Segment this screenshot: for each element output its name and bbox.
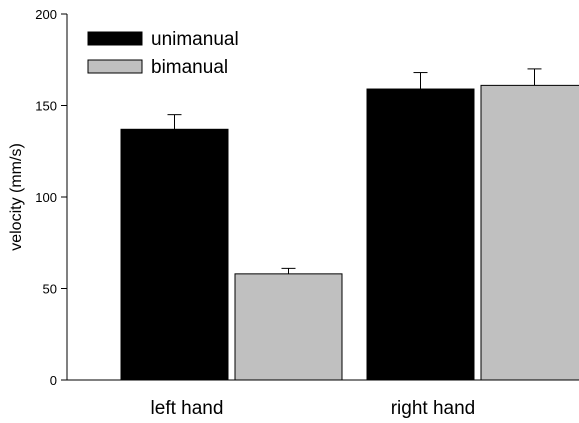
x-category-label-left-hand: left hand <box>151 398 224 419</box>
x-category-label-right-hand: right hand <box>391 398 476 419</box>
bar-unimanual-left-hand <box>120 128 229 381</box>
legend-label-unimanual: unimanual <box>151 29 239 50</box>
legend-label-bimanual: bimanual <box>151 57 228 78</box>
y-tick-label-0: 0 <box>50 373 57 388</box>
bar-bimanual-left-hand <box>234 273 343 381</box>
y-tick-label-50: 50 <box>43 282 57 297</box>
legend-swatch-unimanual <box>87 31 143 46</box>
legend-swatch-bimanual <box>87 59 143 74</box>
axes-layer: 0 50 100 150 200 left hand right hand <box>35 7 569 419</box>
y-tick-label-100: 100 <box>35 190 57 205</box>
bars-layer <box>120 84 579 381</box>
bar-bimanual-right-hand <box>480 84 579 381</box>
y-tick-label-200: 200 <box>35 7 57 22</box>
error-bars-layer <box>167 68 542 274</box>
y-axis-title: velocity (mm/s) <box>8 143 25 251</box>
legend: unimanual bimanual <box>87 29 239 78</box>
bar-unimanual-right-hand <box>366 88 475 381</box>
y-tick-label-150: 150 <box>35 99 57 114</box>
